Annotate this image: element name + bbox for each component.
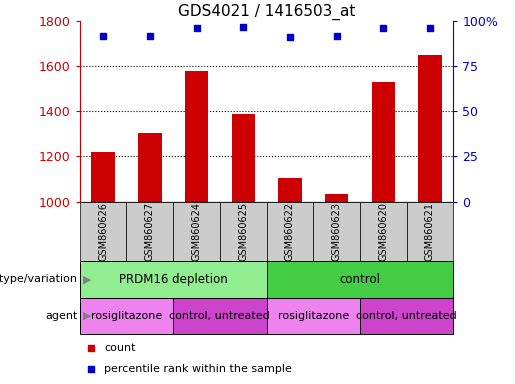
Text: GSM860625: GSM860625 bbox=[238, 202, 248, 261]
Text: control, untreated: control, untreated bbox=[356, 311, 457, 321]
Text: GSM860627: GSM860627 bbox=[145, 202, 155, 261]
Title: GDS4021 / 1416503_at: GDS4021 / 1416503_at bbox=[178, 3, 355, 20]
Point bbox=[426, 25, 434, 31]
Text: rosiglitazone: rosiglitazone bbox=[278, 311, 349, 321]
Text: agent: agent bbox=[45, 311, 77, 321]
Bar bbox=[80, 298, 173, 334]
Bar bbox=[406, 202, 453, 261]
Point bbox=[87, 345, 95, 351]
Bar bbox=[267, 202, 313, 261]
Bar bbox=[92, 152, 115, 202]
Bar bbox=[267, 261, 453, 298]
Point bbox=[87, 366, 95, 372]
Text: GSM860623: GSM860623 bbox=[332, 202, 341, 261]
Bar bbox=[278, 178, 301, 202]
Bar bbox=[173, 202, 220, 261]
Bar bbox=[138, 133, 162, 202]
Text: ▶: ▶ bbox=[83, 274, 92, 285]
Point bbox=[239, 23, 247, 30]
Bar bbox=[127, 202, 173, 261]
Text: GSM860620: GSM860620 bbox=[378, 202, 388, 261]
Text: count: count bbox=[104, 343, 135, 353]
Bar bbox=[325, 194, 348, 202]
Bar bbox=[360, 298, 453, 334]
Text: control, untreated: control, untreated bbox=[169, 311, 270, 321]
Bar bbox=[313, 202, 360, 261]
Point bbox=[379, 25, 387, 31]
Text: genotype/variation: genotype/variation bbox=[0, 274, 77, 285]
Bar bbox=[232, 114, 255, 202]
Point bbox=[146, 33, 154, 39]
Text: rosiglitazone: rosiglitazone bbox=[91, 311, 162, 321]
Bar bbox=[267, 298, 360, 334]
Bar bbox=[80, 202, 127, 261]
Text: percentile rank within the sample: percentile rank within the sample bbox=[104, 364, 292, 374]
Text: ▶: ▶ bbox=[83, 311, 92, 321]
Text: control: control bbox=[339, 273, 381, 286]
Point bbox=[99, 33, 107, 39]
Point bbox=[286, 34, 294, 40]
Bar bbox=[371, 82, 395, 202]
Bar bbox=[80, 261, 267, 298]
Text: GSM860624: GSM860624 bbox=[192, 202, 201, 261]
Bar bbox=[360, 202, 406, 261]
Text: GSM860622: GSM860622 bbox=[285, 202, 295, 261]
Bar bbox=[173, 298, 267, 334]
Point bbox=[193, 25, 201, 31]
Bar bbox=[185, 71, 208, 202]
Bar bbox=[220, 202, 267, 261]
Text: GSM860626: GSM860626 bbox=[98, 202, 108, 261]
Text: GSM860621: GSM860621 bbox=[425, 202, 435, 261]
Point bbox=[332, 33, 340, 39]
Bar bbox=[418, 55, 441, 202]
Text: PRDM16 depletion: PRDM16 depletion bbox=[119, 273, 228, 286]
